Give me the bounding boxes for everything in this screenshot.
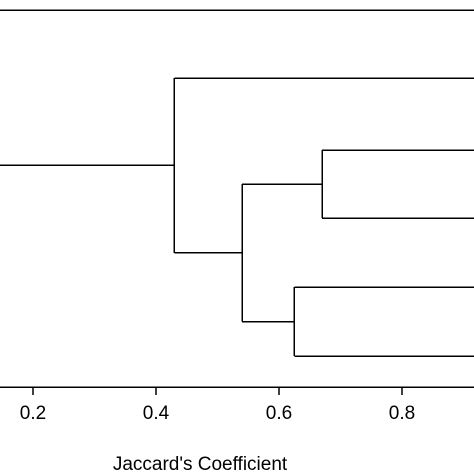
x-tick-label-0.8: 0.8 xyxy=(389,403,415,424)
x-axis-ticks: 0.20.40.60.81 xyxy=(20,387,415,424)
x-tick-label-0.4: 0.4 xyxy=(143,403,170,424)
x-tick-label-0.6: 0.6 xyxy=(266,403,292,424)
x-axis-title: Jaccard's Coefficient xyxy=(113,454,288,474)
dendrogram-branches xyxy=(0,9,474,357)
x-tick-label-0.2: 0.2 xyxy=(20,403,46,424)
x-axis: 0.20.40.60.81 xyxy=(0,386,474,424)
